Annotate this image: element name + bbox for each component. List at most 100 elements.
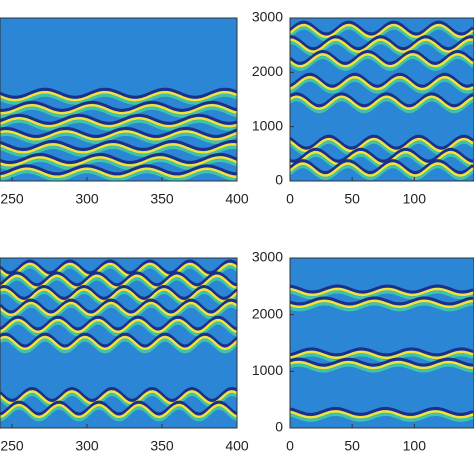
band-light (0, 145, 237, 157)
band-yellow (290, 38, 474, 53)
y-tick-label: 2000 (252, 305, 283, 321)
band-yellow (290, 350, 474, 360)
band-dark (0, 100, 237, 112)
band-dark (290, 347, 474, 357)
x-tick-label: 350 (150, 191, 174, 207)
band-light (0, 106, 237, 118)
band-dark (0, 298, 237, 314)
band-dark (0, 126, 237, 138)
x-tick-label: 50 (344, 438, 360, 454)
band-dark (290, 284, 474, 294)
band-yellow (0, 390, 237, 405)
x-tick-label: 300 (75, 438, 99, 454)
band-yellow (0, 262, 237, 278)
band-yellow (290, 162, 474, 177)
heatmap-background (290, 258, 474, 428)
band-light (0, 119, 237, 131)
band-light (290, 165, 474, 181)
band-light (0, 132, 237, 144)
band-light (0, 265, 237, 281)
band-light (290, 55, 474, 71)
heatmap (0, 258, 237, 428)
band-yellow (0, 167, 237, 179)
band-yellow (0, 156, 237, 167)
band-yellow (290, 151, 474, 166)
x-tick-label: 100 (403, 191, 427, 207)
band-light (0, 338, 237, 354)
band-yellow (290, 360, 474, 370)
band-dark (0, 400, 237, 416)
band-yellow (290, 95, 474, 110)
band-light (290, 98, 474, 114)
band-dark (290, 49, 474, 65)
band-yellow (0, 403, 237, 419)
band-dark (0, 259, 237, 275)
band-dark (290, 35, 474, 51)
x-tick-label: 250 (0, 191, 24, 207)
axes-frame (289, 257, 474, 429)
band-light (0, 392, 237, 408)
y-tick-label: 3000 (252, 249, 283, 265)
x-tick-label: 400 (225, 438, 249, 454)
band-dark (290, 92, 474, 108)
y-tick-label: 2000 (252, 63, 283, 79)
band-dark (0, 164, 237, 176)
band-yellow (0, 288, 237, 303)
band-yellow (290, 410, 474, 419)
band-yellow (0, 104, 237, 115)
x-tick-label: 0 (286, 191, 294, 207)
y-tick-label: 1000 (252, 362, 283, 378)
y-tick-label: 0 (275, 172, 283, 188)
band-dark (0, 153, 237, 164)
band-light (0, 170, 237, 181)
band-light (290, 412, 474, 422)
band-yellow (0, 143, 237, 154)
band-dark (0, 332, 237, 348)
x-tick-label: 250 (0, 438, 24, 454)
band-dark (290, 20, 474, 36)
band-light (0, 290, 237, 306)
y-tick-label: 1000 (252, 117, 283, 133)
band-light (0, 93, 237, 105)
x-tick-label: 100 (403, 438, 427, 454)
axes-frame (0, 17, 238, 182)
band-dark (0, 315, 237, 331)
band-yellow (290, 287, 474, 297)
band-dark (0, 87, 237, 99)
band-yellow (0, 318, 237, 334)
band-light (290, 302, 474, 312)
band-yellow (0, 335, 237, 351)
band-dark (290, 72, 474, 88)
band-yellow (0, 130, 237, 141)
band-dark (290, 296, 474, 306)
band-dark (0, 139, 237, 151)
band-dark (290, 406, 474, 416)
axes-frame (0, 257, 238, 429)
band-yellow (0, 117, 237, 128)
band-dark (290, 134, 474, 150)
band-light (290, 363, 474, 373)
band-yellow (290, 23, 474, 39)
x-tick-label: 300 (75, 191, 99, 207)
band-light (0, 304, 237, 320)
band-dark (290, 159, 474, 175)
heatmap (290, 258, 474, 428)
x-tick-label: 400 (225, 191, 249, 207)
y-tick-label: 0 (275, 419, 283, 435)
band-light (290, 78, 474, 94)
band-yellow (0, 301, 237, 317)
heatmap (0, 18, 237, 181)
band-yellow (290, 299, 474, 309)
band-light (290, 290, 474, 300)
band-dark (0, 113, 237, 125)
band-dark (0, 271, 237, 287)
heatmap (290, 18, 474, 181)
band-dark (290, 357, 474, 367)
band-dark (290, 147, 474, 163)
y-tick-label: 3000 (252, 9, 283, 25)
x-tick-label: 50 (344, 191, 360, 207)
band-yellow (290, 53, 474, 68)
band-dark (0, 284, 237, 300)
band-light (0, 406, 237, 422)
